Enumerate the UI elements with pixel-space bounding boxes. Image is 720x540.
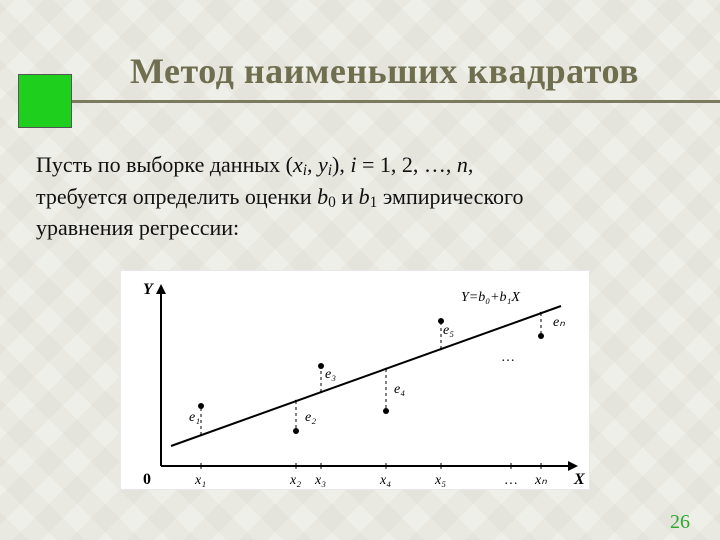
line1-end: , [468, 152, 474, 177]
b1-var: b [359, 184, 370, 209]
svg-text:…: … [505, 473, 517, 488]
svg-text:e₄: e₄ [394, 382, 405, 397]
svg-text:xₙ: xₙ [534, 473, 547, 488]
slide-title: Метод наименьших квадратов [130, 50, 639, 92]
sep1: , [307, 152, 318, 177]
svg-text:x₅: x₅ [434, 473, 446, 488]
svg-text:…: … [501, 350, 515, 365]
svg-text:0: 0 [143, 471, 151, 488]
body-text: Пусть по выборке данных (xi, yi), i = 1,… [36, 150, 676, 244]
line2-pre: требуется определить оценки [36, 184, 317, 209]
svg-text:x₁: x₁ [194, 473, 206, 488]
xi-var: x [293, 152, 303, 177]
line2-end: эмпирического [377, 184, 523, 209]
line1-mid: ), [332, 152, 350, 177]
svg-text:e₃: e₃ [325, 367, 336, 382]
svg-text:x₄: x₄ [379, 473, 391, 488]
b0-var: b [317, 184, 328, 209]
page-number: 26 [670, 511, 690, 534]
line1-eq: = 1, 2, …, [357, 152, 457, 177]
accent-square [18, 74, 72, 128]
b0-sub: 0 [328, 194, 336, 211]
line3: уравнения регрессии: [36, 215, 239, 240]
svg-text:Y=b₀+b₁X: Y=b₀+b₁X [461, 290, 520, 305]
regression-figure: Y X 0 Y=b₀+b₁X x₁ x₂ x₃ x₄ x₅ … xₙ e₁ e₂ e₃ e₄ e₅ eₙ … [120, 270, 590, 490]
svg-text:e₁: e₁ [189, 410, 200, 425]
svg-text:Y: Y [143, 281, 154, 298]
svg-text:X: X [573, 471, 585, 488]
svg-text:eₙ: eₙ [553, 315, 565, 330]
svg-text:x₃: x₃ [314, 473, 326, 488]
regression-chart: Y X 0 Y=b₀+b₁X x₁ x₂ x₃ x₄ x₅ … xₙ e₁ e₂ e₃ e₄ e₅ eₙ … [121, 271, 591, 491]
n-var: n [457, 152, 468, 177]
svg-text:e₂: e₂ [305, 410, 316, 425]
title-underline [72, 100, 720, 103]
svg-text:e₅: e₅ [443, 323, 454, 338]
body-line1-pre: Пусть по выборке данных ( [36, 152, 293, 177]
yi-var: y [318, 152, 328, 177]
svg-text:x₂: x₂ [289, 473, 301, 488]
and-text: и [336, 184, 359, 209]
